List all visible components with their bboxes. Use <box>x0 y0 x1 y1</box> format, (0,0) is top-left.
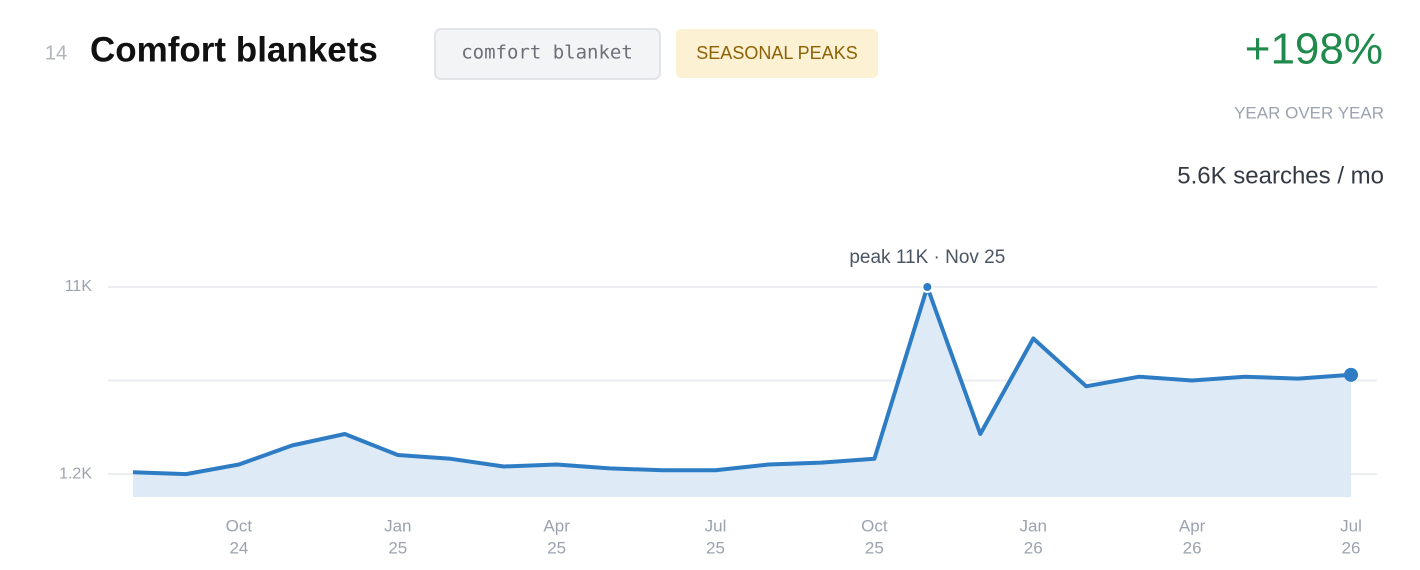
x-tick-label: Jan <box>384 516 411 535</box>
x-tick-label: Oct <box>226 516 253 535</box>
volume: 5.6K searches / mo <box>1177 162 1384 189</box>
keyword: comfort blanket <box>461 42 633 64</box>
x-tick-label: Oct <box>861 516 888 535</box>
x-tick-label: Jul <box>1340 516 1362 535</box>
x-tick-label: Apr <box>1179 516 1206 535</box>
x-tick-label: 25 <box>706 538 725 557</box>
badge <box>676 29 878 78</box>
peak-dot <box>921 281 934 293</box>
area <box>133 287 1351 497</box>
badge-text: SEASONAL PEAKS <box>696 43 857 63</box>
x-tick-label: 26 <box>1024 538 1043 557</box>
x-tick-label: Apr <box>543 516 570 535</box>
last-dot <box>1344 367 1358 382</box>
rank: 14 <box>45 42 67 64</box>
growth: +198% <box>1245 25 1383 74</box>
x-tick-label: 24 <box>229 538 248 557</box>
x-tick-label: 25 <box>547 538 566 557</box>
keyword-chip <box>434 28 661 80</box>
peak-annotation: peak 11K · Nov 25 <box>849 247 1005 268</box>
x-tick-label: Jul <box>705 516 727 535</box>
x-tick-label: 25 <box>865 538 884 557</box>
title: Comfort blankets <box>90 30 378 69</box>
x-tick-label: 25 <box>388 538 407 557</box>
x-tick-label: 26 <box>1342 538 1361 557</box>
x-tick-label: 26 <box>1183 538 1202 557</box>
x-tick-label: Jan <box>1020 516 1047 535</box>
growth-label: YEAR OVER YEAR <box>1234 103 1384 122</box>
y-tick-label: 11K <box>65 278 93 295</box>
y-tick-label: 1.2K <box>59 465 92 482</box>
line <box>132 285 1352 477</box>
